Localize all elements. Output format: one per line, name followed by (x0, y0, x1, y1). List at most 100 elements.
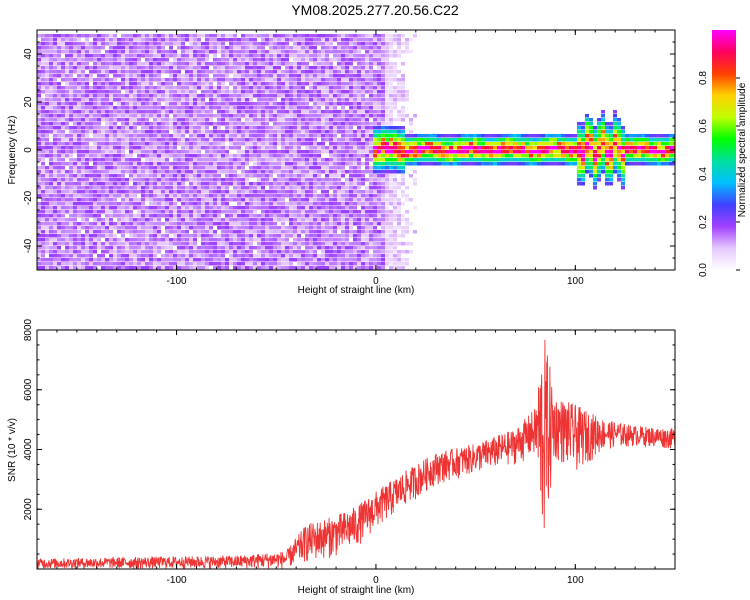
spectrogram-cell (317, 38, 321, 42)
spectrogram-cell (257, 134, 261, 138)
spectrogram-cell (233, 146, 237, 150)
spectrogram-cell (169, 106, 173, 110)
spectrogram-cell (357, 154, 361, 158)
spectrogram-cell (281, 50, 285, 54)
spectrogram-cell (293, 226, 297, 230)
spectrogram-cell (113, 142, 117, 146)
spectrogram-cell (165, 130, 169, 134)
spectrogram-cell (37, 74, 41, 78)
spectrogram-cell (293, 166, 297, 170)
spectrogram-cell (125, 94, 129, 98)
spectrogram-cell (81, 174, 85, 178)
spectrogram-cell (169, 190, 173, 194)
spectrogram-cell (373, 34, 377, 38)
spectrogram-cell (313, 190, 317, 194)
spectrogram-cell (341, 54, 345, 58)
spectrogram-cell (97, 230, 101, 234)
spectrogram-cell (133, 246, 137, 250)
spectrogram-cell (341, 258, 345, 262)
spectrogram-cell (49, 162, 53, 166)
spectrogram-cell (53, 202, 57, 206)
spectrogram-cell (377, 210, 381, 214)
spectrogram-cell (77, 182, 81, 186)
spectrogram-cell (349, 154, 353, 158)
spectrogram-cell (349, 198, 353, 202)
spectrogram-cell (77, 146, 81, 150)
spectrogram-cell (37, 258, 41, 262)
spectrogram-cell (269, 34, 273, 38)
spectrogram-cell (177, 210, 181, 214)
spectrogram-cell (161, 210, 165, 214)
spectrogram-cell (109, 122, 113, 126)
spectrogram-cell (325, 238, 329, 242)
spectrogram-cell (77, 234, 81, 238)
spectrogram-cell (369, 198, 373, 202)
spectrogram-cell (189, 90, 193, 94)
spectrogram-cell (181, 206, 185, 210)
spectrogram-cell (321, 122, 325, 126)
spectrogram-cell (265, 226, 269, 230)
spectrogram-cell (269, 62, 273, 66)
spectrogram-cell (197, 138, 201, 142)
spectrogram-cell (77, 90, 81, 94)
spectrogram-cell (333, 186, 337, 190)
spectrogram-cell (289, 166, 293, 170)
spectrogram-cell (133, 134, 137, 138)
spectrogram-cell (109, 226, 113, 230)
spectrogram-cell (121, 122, 125, 126)
spectrogram-cell (349, 226, 353, 230)
spectrogram-cell (113, 74, 117, 78)
spectrogram-cell (209, 50, 213, 54)
spectrogram-cell (57, 54, 61, 58)
spectrogram-cell (365, 222, 369, 226)
spectrogram-cell (241, 34, 245, 38)
spectrogram-cell (105, 230, 109, 234)
spectrogram-cell (129, 102, 133, 106)
spectrogram-cell (329, 142, 333, 146)
spectrogram-cell (157, 186, 161, 190)
spectrogram-cell (361, 234, 365, 238)
spectrogram-cell (141, 154, 145, 158)
spectrogram-cell (381, 90, 385, 94)
spectrogram-cell (113, 174, 117, 178)
spectrogram-cell (233, 178, 237, 182)
spectrogram-cell (253, 74, 257, 78)
spectrogram-cell (77, 114, 81, 118)
spectrogram-cell (353, 230, 357, 234)
spectrogram-cell (69, 58, 73, 62)
spectrogram-cell (185, 186, 189, 190)
spectrogram-cell (37, 226, 41, 230)
spectrogram-cell (125, 206, 129, 210)
spectrogram-cell (265, 66, 269, 70)
spectrogram-cell (213, 78, 217, 82)
spectrogram-cell (165, 54, 169, 58)
spectrogram-cell (353, 250, 357, 254)
spectrogram-cell (197, 102, 201, 106)
spectrogram-cell (149, 210, 153, 214)
spectrogram-cell (45, 54, 49, 58)
spectrogram-cell (201, 246, 205, 250)
spectrogram-cell (293, 110, 297, 114)
spectrogram-cell (345, 134, 349, 138)
spectrogram-cell (321, 82, 325, 86)
spectrogram-cell (157, 122, 161, 126)
spectrogram-cell (197, 258, 201, 262)
spectrogram-cell (313, 166, 317, 170)
spectrogram-cell (349, 86, 353, 90)
spectrogram-cell (89, 46, 93, 50)
spectrogram-cell (313, 86, 317, 90)
spectrogram-cell (317, 34, 321, 38)
spectrogram-cell (385, 166, 389, 170)
spectrogram-cell (173, 138, 177, 142)
spectrogram-cell (377, 166, 381, 170)
spectrogram-cell (269, 118, 273, 122)
spectrogram-cell (297, 250, 301, 254)
spectrogram-cell (209, 178, 213, 182)
spectrogram-cell (149, 130, 153, 134)
spectrogram-cell (61, 210, 65, 214)
spectrogram-cell (213, 178, 217, 182)
spectrogram-cell (237, 114, 241, 118)
spectrogram-cell (173, 54, 177, 58)
spectrogram-cell (181, 214, 185, 218)
spectrogram-cell (201, 130, 205, 134)
